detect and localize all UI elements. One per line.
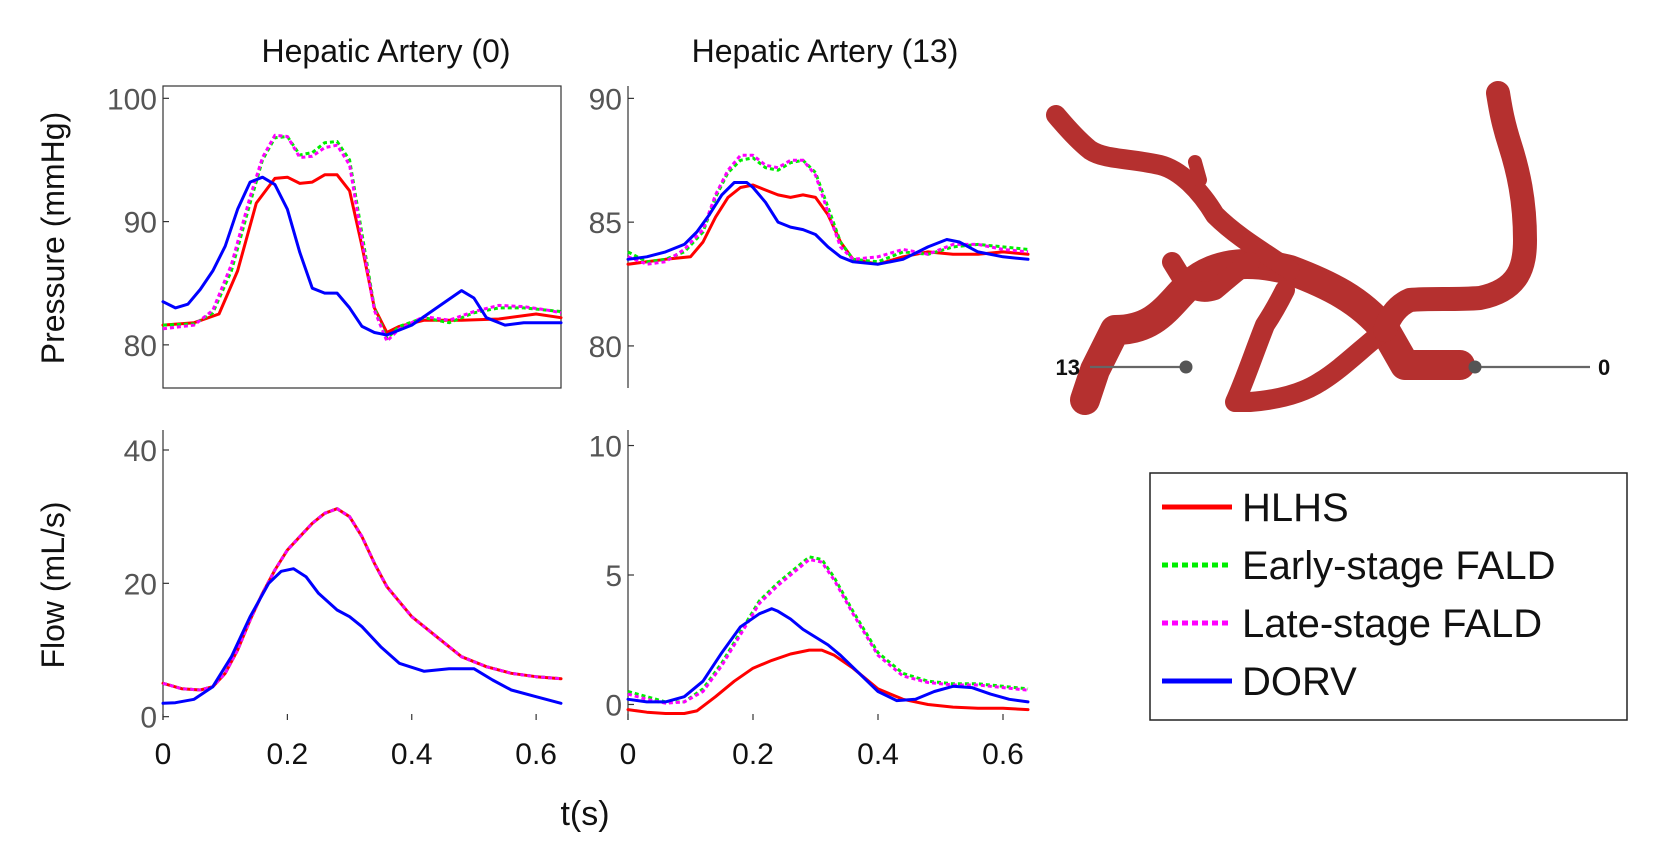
y-tick-label: 0 xyxy=(605,689,622,722)
vessel-right-superior-branch xyxy=(1373,81,1537,342)
series-line-dorv xyxy=(161,567,563,705)
panel-title-hepatic-0: Hepatic Artery (0) xyxy=(262,33,511,69)
panel-title-hepatic-13: Hepatic Artery (13) xyxy=(692,33,959,69)
series-line-late-stage-fald xyxy=(627,153,1029,266)
y-tick-label: 80 xyxy=(124,330,157,363)
axes-box xyxy=(162,85,562,389)
legend-label-early-stage-fald: Early-stage FALD xyxy=(1242,544,1555,588)
series-line-early-stage-fald xyxy=(627,555,1029,704)
x-tick-label: 0 xyxy=(620,738,637,771)
vessel-left-superior-branch xyxy=(1046,105,1300,280)
plot-pressure-hepatic-0: 80 90 100 xyxy=(107,83,563,389)
y-tick-label: 100 xyxy=(107,83,157,116)
y-tick-label: 0 xyxy=(140,702,157,735)
y-tick-label: 10 xyxy=(589,431,622,464)
y-tick-label: 90 xyxy=(589,83,622,116)
x-tick-label: 0.6 xyxy=(515,738,557,771)
vessel-tree xyxy=(1046,81,1537,415)
marker-13-dot xyxy=(1179,360,1193,374)
time-xlabel: t(s) xyxy=(560,795,609,833)
series-line-dorv xyxy=(626,607,1030,704)
plot-pressure-hepatic-13: 80 85 90 xyxy=(589,83,1030,388)
x-tick-label: 0.6 xyxy=(982,738,1024,771)
y-tick-label: 40 xyxy=(124,435,157,468)
series-line-dorv xyxy=(626,181,1030,266)
hepatic-artery-anatomy-image: 13 0 xyxy=(1046,81,1610,415)
marker-13-label: 13 xyxy=(1056,355,1080,380)
marker-0-dot xyxy=(1468,360,1482,374)
vessel-left-bud xyxy=(1188,155,1207,187)
y-tick-label: 5 xyxy=(605,560,622,593)
vessel-middle-branch xyxy=(1162,252,1260,302)
y-tick-label: 20 xyxy=(124,568,157,601)
marker-0-label: 0 xyxy=(1598,355,1610,380)
series-line-late-stage-fald xyxy=(627,558,1029,705)
flow-ylabel: Flow (mL/s) xyxy=(35,501,71,668)
legend-label-dorv: DORV xyxy=(1242,660,1357,704)
x-tick-label: 0.2 xyxy=(267,738,309,771)
plot-flow-hepatic-13: 0 5 10 0 0.2 0.4 0.6 xyxy=(589,430,1030,771)
series-line-early-stage-fald xyxy=(162,135,562,341)
x-tick-label: 0.4 xyxy=(857,738,899,771)
legend-label-hlhs: HLHS xyxy=(1242,486,1349,530)
x-tick-label: 0.2 xyxy=(732,738,774,771)
series-line-hlhs xyxy=(626,183,1030,266)
pressure-ylabel: Pressure (mmHg) xyxy=(35,112,71,364)
series-line-late-stage-fald xyxy=(162,507,562,692)
series-line-hlhs xyxy=(161,173,563,334)
y-tick-label: 85 xyxy=(589,207,622,240)
legend-label-late-stage-fald: Late-stage FALD xyxy=(1242,602,1542,646)
series-line-dorv xyxy=(161,175,563,337)
vessel-descending-branch xyxy=(1225,280,1395,412)
x-tick-label: 0.4 xyxy=(391,738,433,771)
series-line-late-stage-fald xyxy=(162,133,562,343)
y-tick-label: 80 xyxy=(589,331,622,364)
series-line-hlhs xyxy=(626,648,1030,715)
legend: HLHS Early-stage FALD Late-stage FALD DORV xyxy=(1149,472,1628,721)
x-tick-label: 0 xyxy=(155,738,172,771)
plot-flow-hepatic-0: 0 20 40 0 0.2 0.4 0.6 xyxy=(124,430,563,771)
y-tick-label: 90 xyxy=(124,207,157,240)
